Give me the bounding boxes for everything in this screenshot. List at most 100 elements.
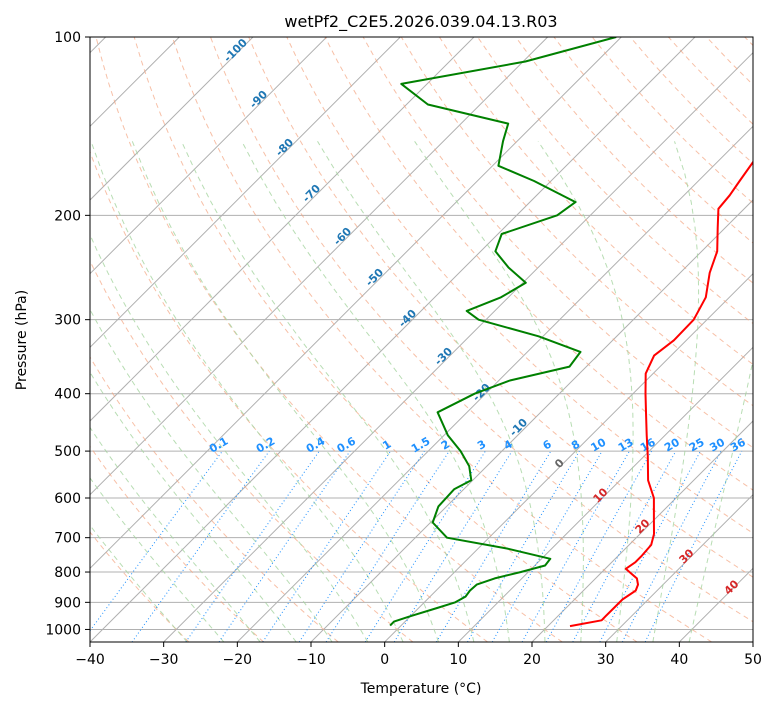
moist-adiabat-line bbox=[90, 308, 333, 642]
isotherm-line bbox=[90, 37, 401, 349]
mixing-ratio-line bbox=[644, 450, 743, 642]
temperature-line bbox=[569, 160, 753, 628]
y-tick-label: 200 bbox=[54, 208, 81, 224]
y-tick-label: 500 bbox=[54, 444, 81, 460]
dry-adiabat-label: -20 bbox=[470, 381, 493, 404]
mixing-ratio-line bbox=[572, 450, 677, 642]
dry-adiabat-label: -80 bbox=[273, 136, 296, 159]
dewpoint-line bbox=[389, 37, 617, 627]
mixing-ratio-line bbox=[218, 450, 351, 642]
mixing-ratio-label: 0.4 bbox=[304, 434, 328, 455]
dry-adiabat-line bbox=[90, 259, 414, 642]
mixing-ratio-line bbox=[325, 450, 450, 642]
mixing-ratio-line bbox=[621, 450, 722, 642]
moist-adiabat-line bbox=[652, 141, 700, 642]
dry-adiabat-line bbox=[515, 37, 753, 284]
mixing-ratio-line bbox=[298, 450, 425, 642]
mixing-ratio-label: 8 bbox=[569, 438, 582, 453]
x-tick-label: −40 bbox=[75, 652, 105, 668]
dry-adiabat-line bbox=[286, 37, 753, 534]
dry-adiabat-line bbox=[90, 356, 339, 642]
dry-adiabat-label: -90 bbox=[247, 88, 270, 111]
mixing-ratio-line bbox=[545, 450, 653, 642]
moist-adiabat-line bbox=[90, 477, 225, 642]
mixing-ratio-label: 0.1 bbox=[207, 435, 230, 456]
dry-adiabat-line bbox=[400, 37, 753, 407]
dry-adiabat-label: -60 bbox=[331, 225, 354, 248]
mixing-ratio-label: 36 bbox=[728, 435, 748, 454]
mixing-ratio-line bbox=[364, 450, 486, 642]
isotherm-line bbox=[90, 37, 328, 275]
series-layer bbox=[389, 37, 753, 628]
x-tick-label: 10 bbox=[449, 652, 467, 668]
moist-adiabat-line bbox=[688, 358, 753, 642]
mixing-ratio-line bbox=[521, 450, 630, 642]
mixing-ratio-line bbox=[90, 450, 223, 632]
dry-adiabat-label: -30 bbox=[432, 345, 455, 368]
dry-adiabat-line bbox=[95, 37, 563, 642]
mixing-ratio-line bbox=[185, 450, 320, 642]
moist-adiabat-line bbox=[414, 141, 584, 642]
dry-adiabat-line bbox=[90, 531, 190, 642]
x-tick-label: 0 bbox=[380, 652, 389, 668]
dry-adiabat-value-label: 30 bbox=[677, 546, 697, 566]
isotherm-line bbox=[90, 37, 622, 570]
moist-adiabat-line bbox=[90, 371, 297, 642]
isotherm-line bbox=[90, 37, 696, 642]
label-layer: 0.1 0.2 0.4 0.6 1 1.5 2 3 4 6 8 10 13 16 20 25 30 36-100-… bbox=[207, 36, 748, 598]
dry-adiabat-label: -50 bbox=[363, 266, 386, 289]
chart-title: wetPf2_C2E5.2026.039.04.13.R03 bbox=[284, 12, 557, 32]
moist-adiabat-line bbox=[317, 141, 546, 642]
moist-adiabat-line bbox=[537, 141, 634, 642]
dry-adiabat-line bbox=[438, 37, 753, 366]
dry-adiabat-line bbox=[210, 37, 753, 623]
y-tick-label: 400 bbox=[54, 387, 81, 403]
isotherm-line bbox=[752, 641, 753, 642]
x-axis-label: Temperature (°C) bbox=[360, 681, 482, 697]
mixing-ratio-label: 20 bbox=[662, 435, 682, 454]
dry-adiabat-line bbox=[706, 37, 753, 86]
dry-adiabat-line bbox=[248, 37, 753, 578]
dry-adiabat-label: -100 bbox=[221, 36, 250, 65]
y-tick-label: 100 bbox=[54, 30, 81, 46]
dry-adiabat-line bbox=[133, 37, 638, 642]
mixing-ratio-line bbox=[262, 450, 392, 642]
moist-adiabat-line bbox=[131, 141, 439, 642]
y-tick-label: 800 bbox=[54, 565, 81, 581]
dry-adiabat-line bbox=[171, 37, 712, 642]
x-tick-label: −20 bbox=[223, 652, 253, 668]
mixing-ratio-line bbox=[131, 450, 270, 642]
mixing-ratio-label: 25 bbox=[687, 436, 707, 455]
y-tick-label: 700 bbox=[54, 531, 81, 547]
x-tick-label: −10 bbox=[296, 652, 326, 668]
mixing-ratio-label: 1.5 bbox=[409, 435, 432, 456]
y-axis-label: Pressure (hPa) bbox=[14, 290, 30, 390]
moist-adiabat-line bbox=[90, 141, 404, 642]
isotherm-line bbox=[90, 37, 254, 201]
mixing-ratio-label: 0.2 bbox=[254, 435, 277, 456]
isotherm-line bbox=[384, 272, 753, 642]
moist-adiabat-line bbox=[90, 233, 369, 642]
isotherm-line bbox=[678, 567, 753, 642]
x-tick-label: 20 bbox=[523, 652, 541, 668]
dry-adiabat-line bbox=[744, 37, 753, 47]
background-lines bbox=[90, 37, 753, 642]
dry-adiabat-line bbox=[553, 37, 753, 244]
isotherm-line bbox=[90, 37, 549, 496]
isotherm-line bbox=[457, 346, 753, 642]
mixing-ratio-label: 0.6 bbox=[335, 434, 359, 455]
dry-adiabat-value-label: 40 bbox=[722, 577, 742, 597]
plot-frame bbox=[89, 36, 754, 643]
y-tick-label: 900 bbox=[54, 595, 81, 611]
dry-adiabat-label: -70 bbox=[300, 182, 323, 205]
x-tick-label: 50 bbox=[744, 652, 762, 668]
dry-adiabat-value-label: 20 bbox=[633, 516, 653, 536]
mixing-ratio-label: 10 bbox=[588, 435, 608, 454]
dry-adiabat-value-label: 0 bbox=[552, 456, 567, 471]
mixing-ratio-line bbox=[435, 450, 552, 642]
isotherm-line bbox=[163, 51, 753, 642]
isotherm-line bbox=[531, 420, 753, 642]
mixing-ratio-label: 1 bbox=[380, 438, 393, 453]
dry-adiabat-label: -40 bbox=[396, 307, 419, 330]
